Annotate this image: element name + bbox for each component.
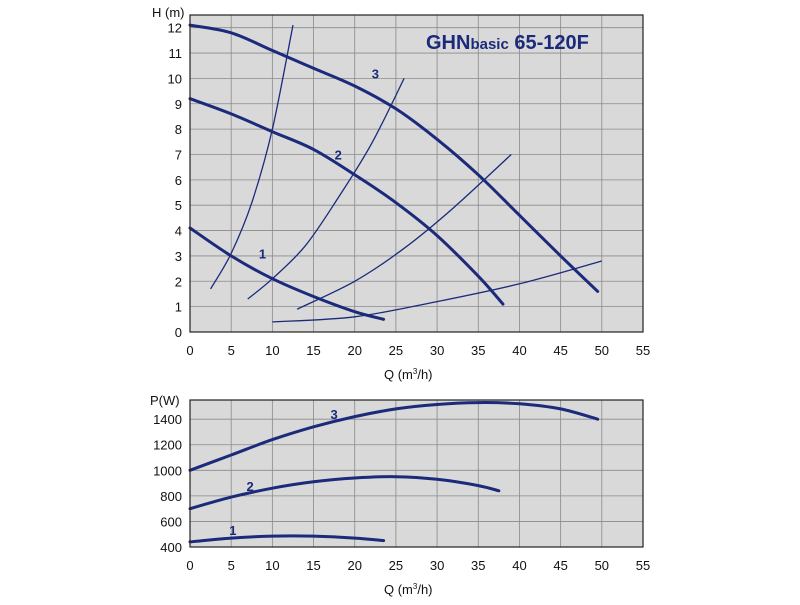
x-tick-label: 45 [553, 343, 567, 358]
y-tick-label: 9 [175, 97, 182, 112]
x-tick-label: 40 [512, 343, 526, 358]
head-gridlines [190, 15, 643, 332]
x-tick-label: 25 [389, 558, 403, 573]
power-x-tick-labels: 0 5 10 15 20 25 30 35 40 45 50 55 [186, 558, 650, 573]
head-x-tick-labels: 0 5 10 15 20 25 30 35 40 45 50 55 [186, 343, 650, 358]
y-tick-label: 800 [160, 489, 182, 504]
system-curve [247, 78, 405, 300]
x-tick-label: 20 [347, 558, 361, 573]
y-tick-label: 0 [175, 325, 182, 340]
pump-curve-1 [188, 534, 386, 544]
x-tick-label: 55 [636, 558, 650, 573]
y-tick-label: 10 [168, 71, 182, 86]
power-gridlines [190, 400, 643, 547]
head-plot-area [190, 15, 643, 332]
system-curve [296, 154, 512, 310]
y-tick-label: 3 [175, 249, 182, 264]
pump-curve-1 [188, 226, 386, 321]
x-tick-label: 10 [265, 558, 279, 573]
x-tick-label: 50 [595, 343, 609, 358]
x-tick-label: 40 [512, 558, 526, 573]
y-tick-label: 12 [168, 21, 182, 36]
x-tick-label: 10 [265, 343, 279, 358]
chart-title: GHNbasic 65-120F [426, 32, 589, 54]
y-tick-label: 5 [175, 198, 182, 213]
pump-curve-2 [188, 475, 501, 511]
pump-curve-3 [188, 401, 600, 472]
x-tick-label: 5 [228, 558, 235, 573]
y-tick-label: 1200 [153, 438, 182, 453]
head-curve-labels: 1 2 3 [259, 66, 379, 261]
pump-curve-3 [188, 23, 600, 293]
curve-label-1: 1 [229, 523, 236, 538]
power-y-axis-label: P(W) [150, 393, 180, 408]
power-curve-labels: 1 2 3 [229, 407, 338, 538]
power-x-axis-label: Q (m3/h) [384, 582, 433, 597]
x-tick-label: 25 [389, 343, 403, 358]
head-chart: 0 5 10 15 20 25 30 35 40 45 50 55 0123456789101112 … [152, 5, 650, 382]
x-tick-label: 0 [186, 343, 193, 358]
head-plot-frame [189, 14, 644, 333]
power-y-tick-labels: 400 600 800 1000 1200 1400 [153, 412, 182, 555]
x-tick-label: 5 [228, 343, 235, 358]
power-plot-area [190, 400, 643, 547]
system-curve [272, 260, 602, 323]
x-tick-label: 30 [430, 558, 444, 573]
curve-label-2: 2 [247, 479, 254, 494]
head-x-axis-label: Q (m3/h) [384, 367, 433, 382]
x-tick-label: 15 [306, 558, 320, 573]
head-system-curves [210, 24, 602, 323]
x-tick-label: 0 [186, 558, 193, 573]
y-tick-label: 1 [175, 300, 182, 315]
system-curve [210, 24, 294, 290]
x-tick-label: 30 [430, 343, 444, 358]
x-tick-label: 55 [636, 343, 650, 358]
curve-label-3: 3 [372, 66, 379, 81]
x-tick-label: 20 [347, 343, 361, 358]
pump-curve-2 [188, 97, 505, 306]
y-tick-label: 2 [175, 274, 182, 289]
y-tick-label: 8 [175, 122, 182, 137]
curve-label-2: 2 [335, 148, 342, 163]
head-y-axis-label: H (m) [152, 5, 185, 20]
curve-label-3: 3 [331, 407, 338, 422]
x-tick-label: 45 [553, 558, 567, 573]
head-pump-curves [188, 23, 600, 321]
x-tick-label: 35 [471, 343, 485, 358]
y-tick-label: 11 [169, 46, 183, 61]
y-tick-label: 7 [175, 147, 182, 162]
x-tick-label: 15 [306, 343, 320, 358]
power-plot-frame [189, 399, 644, 548]
x-tick-label: 35 [471, 558, 485, 573]
power-curves [188, 401, 600, 544]
y-tick-label: 600 [160, 514, 182, 529]
x-tick-label: 50 [595, 558, 609, 573]
power-chart: 0 5 10 15 20 25 30 35 40 45 50 55 400 600 800 1000 1200… [150, 393, 650, 597]
y-tick-label: 6 [175, 173, 182, 188]
y-tick-label: 4 [175, 224, 182, 239]
y-tick-label: 1000 [153, 463, 182, 478]
y-tick-label: 1400 [153, 412, 182, 427]
y-tick-label: 400 [160, 540, 182, 555]
curve-label-1: 1 [259, 246, 266, 261]
